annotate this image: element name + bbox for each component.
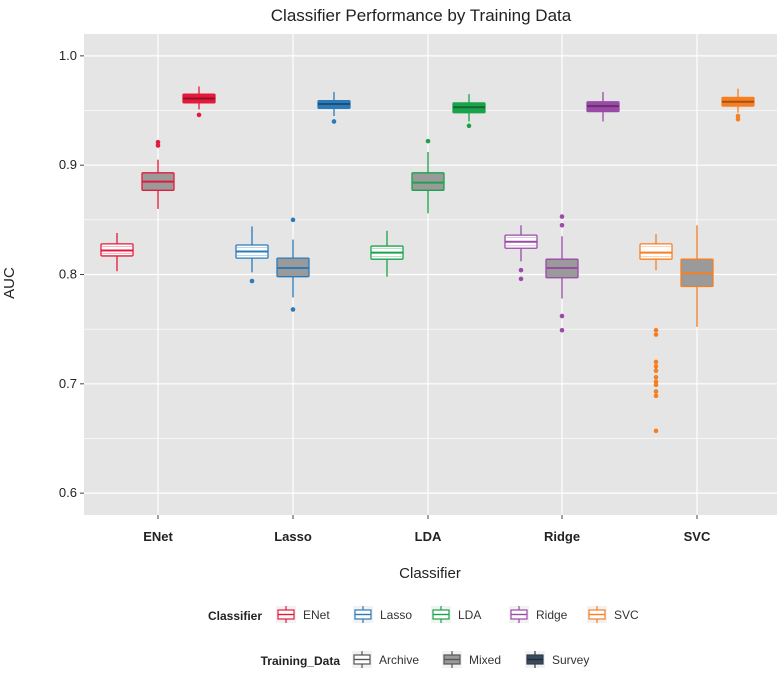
outlier-point	[155, 143, 161, 148]
y-tick-label: 0.6	[59, 485, 77, 500]
outlier-point	[518, 276, 524, 282]
legend-label-lda: LDA	[458, 608, 481, 622]
outlier-point	[290, 217, 296, 223]
outlier-point	[653, 389, 659, 394]
legend-classifier-title: Classifier	[208, 609, 262, 623]
legend-label-ridge: Ridge	[536, 608, 568, 622]
legend-label-mixed: Mixed	[469, 653, 501, 667]
outlier-point	[559, 214, 565, 219]
outlier-point	[653, 393, 659, 399]
box-lda-archive	[370, 230, 404, 277]
outlier-point	[249, 278, 255, 284]
legend-training-title: Training_Data	[261, 654, 341, 668]
legend-item-archive: Archive	[352, 651, 419, 668]
outlier-point	[653, 428, 659, 434]
outlier-point	[735, 113, 741, 119]
box-svc-survey	[721, 88, 755, 122]
boxes-layer	[100, 86, 755, 434]
box-svc-archive	[639, 234, 673, 434]
legend-item-ridge: Ridge	[509, 606, 568, 623]
legend-label-enet: ENet	[303, 608, 330, 622]
box-iqr	[639, 243, 673, 260]
box-ridge-mixed	[545, 214, 579, 333]
x-tick-label-ridge: Ridge	[544, 529, 580, 544]
y-tick-label: 0.9	[59, 157, 77, 172]
outlier-point	[559, 327, 565, 333]
x-tick-label-svc: SVC	[684, 529, 711, 544]
box-enet-mixed	[141, 139, 175, 209]
box-lasso-mixed	[276, 217, 310, 312]
box-lasso-survey	[317, 91, 351, 124]
outlier-point	[196, 112, 202, 118]
legend-item-svc: SVC	[587, 606, 639, 623]
box-ridge-survey	[586, 91, 620, 122]
legend-training-data: Training_Data Archive Mixed Survey	[261, 651, 589, 668]
box-iqr	[182, 93, 216, 104]
legend-label-survey: Survey	[552, 653, 589, 667]
outlier-point	[518, 267, 524, 273]
outlier-point	[290, 307, 296, 312]
outlier-point	[559, 223, 565, 228]
box-iqr	[721, 96, 755, 107]
outlier-point	[466, 123, 472, 129]
outlier-point	[155, 139, 161, 145]
y-axis-label: AUC	[1, 267, 18, 299]
box-enet-archive	[100, 232, 134, 272]
x-axis-ticks: ENet Lasso LDA Ridge SVC	[143, 515, 711, 544]
outlier-point	[653, 332, 659, 337]
outlier-point	[425, 138, 431, 144]
outlier-point	[559, 313, 565, 319]
outlier-point	[653, 374, 659, 380]
legend-item-survey: Survey	[525, 651, 589, 668]
legend-label-svc: SVC	[614, 608, 639, 622]
x-tick-label-lda: LDA	[415, 529, 442, 544]
legend-classifier: Classifier ENet Lasso LDA Ridge SVC	[208, 606, 639, 623]
box-lasso-archive	[235, 226, 269, 284]
y-axis-ticks: 0.6 0.7 0.8 0.9 1.0	[59, 48, 84, 500]
outlier-point	[653, 382, 659, 388]
outlier-point	[653, 327, 659, 333]
outlier-point	[735, 116, 741, 122]
box-iqr	[586, 101, 620, 113]
legend-label-archive: Archive	[379, 653, 419, 667]
chart-title: Classifier Performance by Training Data	[271, 6, 572, 25]
x-tick-label-enet: ENet	[143, 529, 173, 544]
y-tick-label: 0.8	[59, 267, 77, 282]
x-tick-label-lasso: Lasso	[274, 529, 312, 544]
outlier-point	[653, 359, 659, 365]
legend-item-lasso: Lasso	[353, 606, 412, 623]
box-iqr	[452, 102, 486, 114]
outlier-point	[653, 379, 659, 384]
box-lda-survey	[452, 94, 486, 129]
outlier-point	[653, 368, 659, 374]
legend-item-mixed: Mixed	[442, 651, 501, 668]
outlier-point	[653, 364, 659, 369]
outlier-point	[331, 119, 337, 124]
x-axis-label: Classifier	[399, 565, 461, 582]
y-tick-label: 1.0	[59, 48, 77, 63]
box-ridge-archive	[504, 225, 538, 282]
legend-label-lasso: Lasso	[380, 608, 412, 622]
box-lda-mixed	[411, 138, 445, 214]
y-tick-label: 0.7	[59, 376, 77, 391]
box-iqr	[411, 172, 445, 191]
box-enet-survey	[182, 86, 216, 118]
box-iqr	[317, 100, 351, 109]
legend-item-enet: ENet	[276, 606, 330, 623]
box-svc-mixed	[680, 225, 714, 327]
legend-item-lda: LDA	[431, 606, 481, 623]
